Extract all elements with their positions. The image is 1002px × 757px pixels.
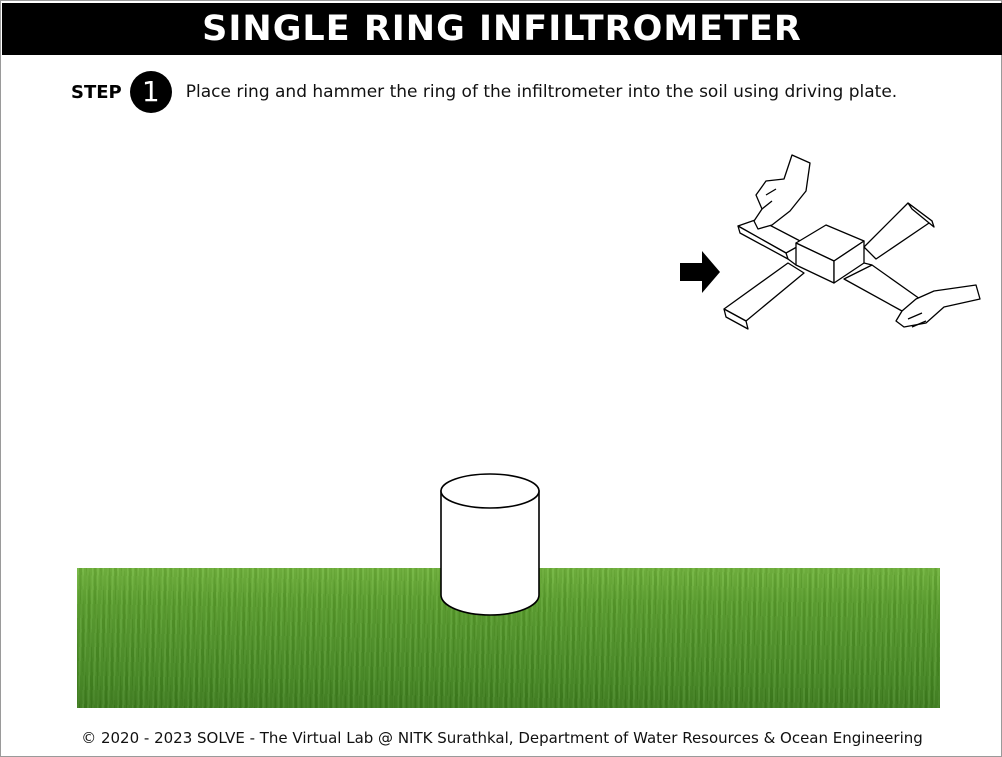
step-number-badge: 1 [129,71,172,113]
step-instruction: Place ring and hammer the ring of the in… [185,82,898,102]
driving-plate-illustration[interactable] [676,151,986,341]
right-hand-icon [895,284,981,328]
left-hand-icon [753,154,811,230]
step-label: STEP [71,81,122,103]
footer-copyright: © 2020 - 2023 SOLVE - The Virtual Lab @ … [81,729,923,747]
infiltrometer-ring[interactable] [437,471,543,623]
step-indicator: STEP 1 Place ring and hammer the ring of… [71,71,897,113]
arrow-right-icon[interactable] [680,251,720,293]
driving-plate-icon[interactable] [723,202,935,330]
ring-cylinder-icon[interactable] [440,473,540,616]
page-title: SINGLE RING INFILTROMETER [2,3,1002,55]
